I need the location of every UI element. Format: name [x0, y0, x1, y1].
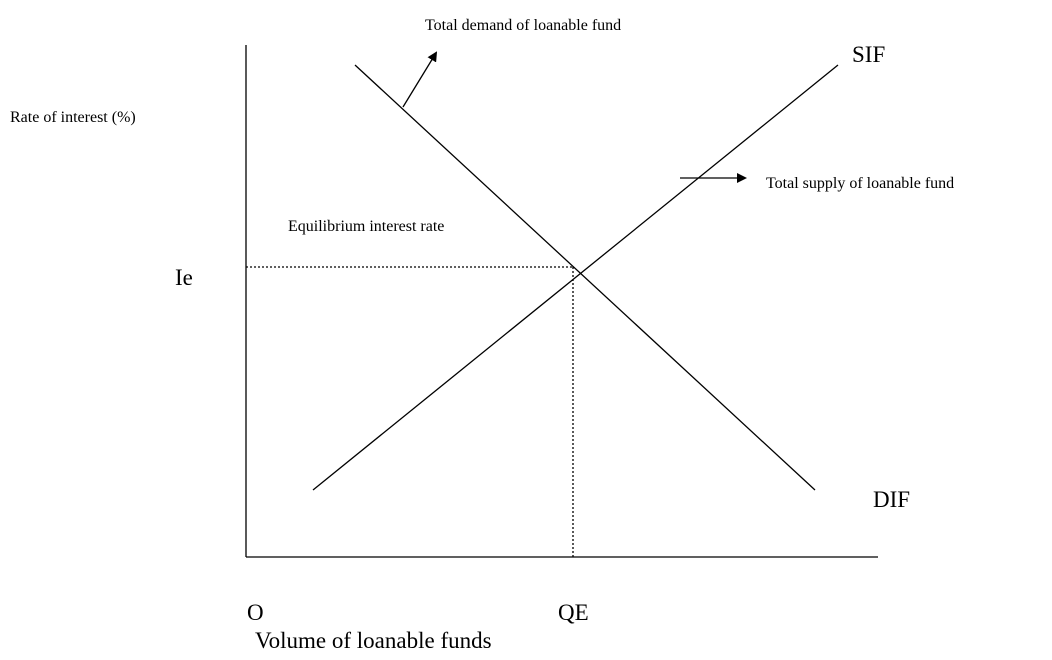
supply-curve: [312, 64, 839, 491]
x-axis-label: Volume of loanable funds: [255, 628, 492, 653]
demand-annotation: Total demand of loanable fund: [425, 17, 621, 34]
origin-label: O: [247, 600, 264, 625]
supply-annotation: Total supply of loanable fund: [766, 175, 954, 192]
y-axis-label: Rate of interest (%): [10, 109, 136, 126]
demand-arrow: [402, 51, 438, 108]
equilibrium-annotation: Equilibrium interest rate: [288, 218, 444, 235]
supply-curve-label: SIF: [852, 42, 885, 67]
demand-curve-label: DIF: [873, 487, 910, 512]
equilibrium-quantity-label: QE: [558, 600, 589, 625]
equilibrium-rate-label: Ie: [175, 265, 193, 290]
demand-curve: [354, 64, 816, 491]
